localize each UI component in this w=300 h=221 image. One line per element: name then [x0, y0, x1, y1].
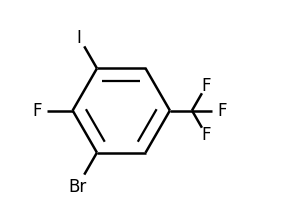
Text: I: I: [77, 29, 82, 47]
Text: F: F: [32, 101, 41, 120]
Text: Br: Br: [68, 178, 86, 196]
Text: F: F: [202, 77, 211, 95]
Text: F: F: [202, 126, 211, 144]
Text: F: F: [217, 101, 226, 120]
